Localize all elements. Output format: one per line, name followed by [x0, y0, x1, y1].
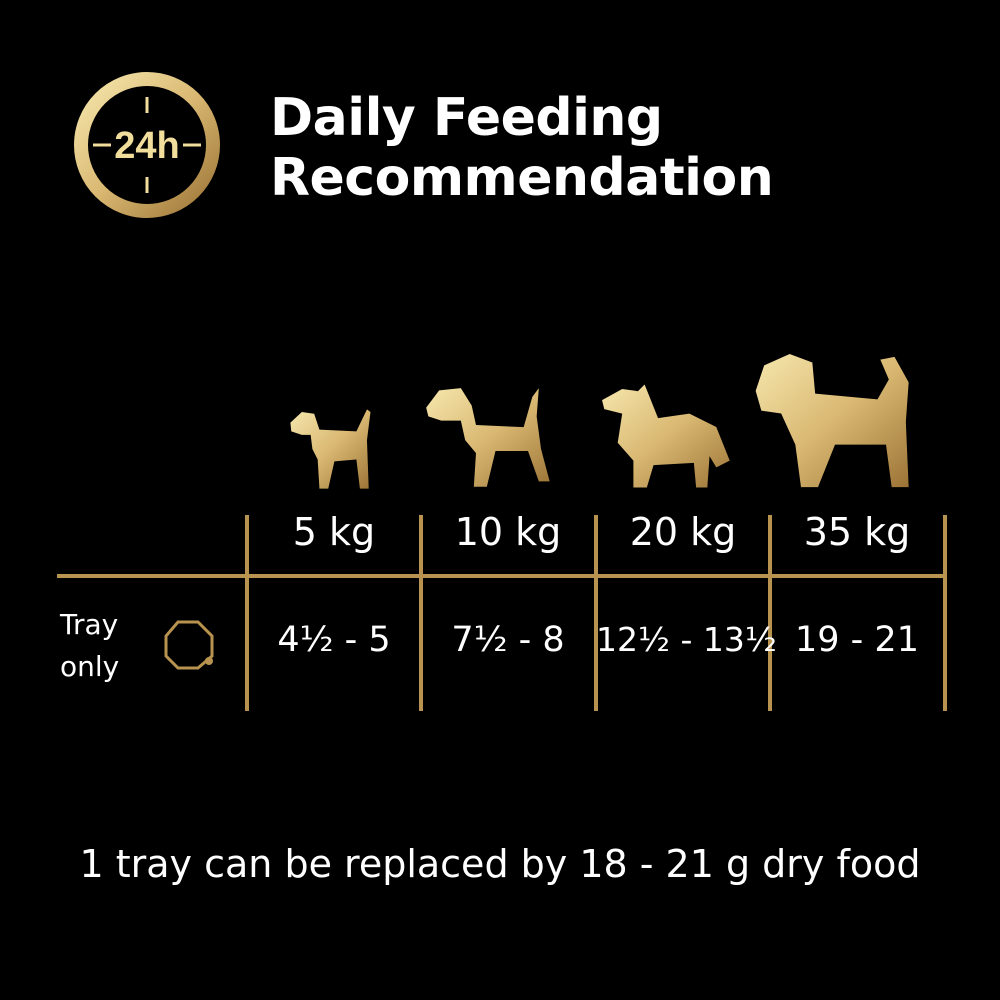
column-header-35kg: 35 kg: [803, 510, 911, 554]
collie-icon: [602, 384, 730, 488]
page-title: Daily Feeding Recommendation: [270, 88, 774, 208]
row-label-tray-only: Tray only: [60, 604, 119, 688]
medium-terrier-icon: [426, 388, 550, 487]
small-terrier-icon: [290, 409, 371, 489]
table-header-divider: [57, 574, 945, 578]
table-cell: 7½ - 8: [451, 620, 565, 660]
row-label-line-1: Tray: [60, 608, 119, 641]
column-divider: [245, 515, 249, 711]
title-line-1: Daily Feeding: [270, 88, 663, 148]
column-header-5kg: 5 kg: [292, 510, 376, 554]
column-divider: [594, 515, 598, 711]
row-label-line-2: only: [60, 650, 120, 683]
footer-note: 1 tray can be replaced by 18 - 21 g dry …: [79, 842, 921, 886]
column-header-20kg: 20 kg: [629, 510, 737, 554]
column-divider: [419, 515, 423, 711]
24h-clock-icon: 24h: [74, 72, 220, 218]
column-header-10kg: 10 kg: [454, 510, 562, 554]
column-divider: [768, 515, 772, 711]
title-line-2: Recommendation: [270, 148, 774, 208]
table-cell: 4½ - 5: [277, 620, 391, 660]
large-shaggy-dog-icon: [755, 354, 909, 488]
table-cell: 12½ - 13½: [596, 620, 777, 659]
clock-label: 24h: [114, 125, 179, 167]
tray-icon: [164, 620, 214, 670]
column-divider: [943, 515, 947, 711]
table-cell: 19 - 21: [795, 620, 919, 660]
